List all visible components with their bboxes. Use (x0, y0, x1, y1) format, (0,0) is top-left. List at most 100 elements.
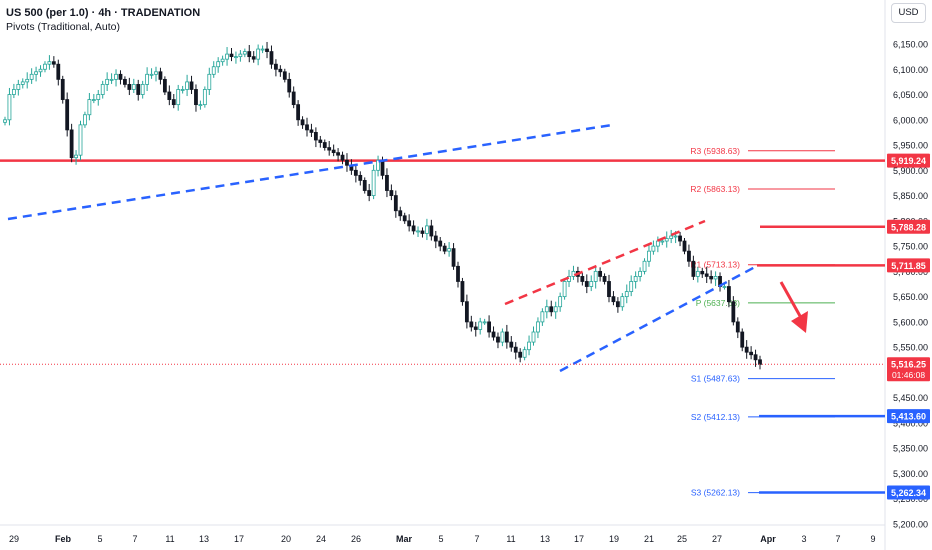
candle (149, 73, 154, 76)
candle (278, 68, 283, 73)
candle (20, 81, 25, 85)
candle (425, 225, 429, 234)
candle (433, 235, 438, 242)
candle (3, 119, 7, 123)
candle (353, 169, 358, 176)
candle (695, 270, 700, 277)
candle (234, 56, 238, 59)
candle (691, 260, 696, 277)
candle (91, 99, 96, 101)
candle (100, 84, 105, 95)
time-axis: 29 Feb 5 7 11 13 17 20 24 26 Mar 5 7 11 13 17 19 21 25 27 Ap… (9, 534, 876, 544)
candle (482, 321, 487, 324)
candle (456, 265, 460, 282)
candle (207, 73, 212, 90)
candle (522, 349, 527, 358)
candle (300, 119, 305, 126)
candle (438, 240, 443, 247)
candle (393, 195, 398, 212)
candle (242, 51, 247, 55)
countdown-label: 01:46:08 (892, 370, 925, 380)
level-price-tag (887, 409, 930, 424)
candle (758, 359, 762, 365)
candle (136, 84, 141, 95)
pivot-label: S2 (5412.13) (691, 412, 740, 422)
candle (478, 321, 483, 330)
x-tick-label: 20 (281, 534, 291, 544)
trendlines (7, 123, 756, 373)
x-tick-label: 7 (132, 534, 137, 544)
candle (389, 190, 394, 196)
candle (411, 225, 416, 232)
candle (544, 306, 549, 313)
candle (194, 89, 198, 106)
candle (145, 73, 150, 85)
candle (491, 331, 496, 338)
candle (700, 270, 705, 275)
candle (678, 235, 682, 242)
candle (620, 296, 625, 308)
down-arrow-annotation (779, 281, 808, 333)
candle (29, 73, 34, 80)
candle (500, 331, 505, 343)
candle (416, 230, 420, 233)
candle (371, 169, 376, 196)
candle (536, 321, 540, 333)
current-price-tag (887, 357, 930, 382)
candle (504, 331, 509, 343)
candle (607, 281, 611, 298)
pivot-label: P (5637.63) (696, 298, 740, 308)
level-price-label: 5,262.34 (891, 488, 926, 498)
y-tick-label: 6,000.00 (893, 115, 928, 125)
candles (3, 41, 762, 370)
candle (642, 260, 647, 272)
level-price-tag (887, 258, 930, 273)
y-tick-label: 5,950.00 (893, 141, 928, 151)
candle (38, 68, 43, 73)
candle (51, 61, 56, 65)
candle (487, 321, 491, 333)
candle (225, 53, 229, 60)
symbol-title[interactable]: US 500 (per 1.0) · 4h · TRADENATION (6, 7, 201, 19)
candle (402, 215, 407, 222)
candle (202, 89, 207, 106)
indicator-label[interactable]: Pivots (Traditional, Auto) (6, 21, 120, 33)
candle (638, 270, 642, 277)
y-tick-label: 5,900.00 (893, 166, 928, 176)
channel-upper-line (504, 219, 706, 306)
candle (429, 225, 434, 237)
candle (513, 346, 518, 353)
candle (442, 245, 447, 252)
candle (624, 291, 629, 298)
chart-header: US 500 (per 1.0) · 4h · TRADENATION Pivo… (6, 6, 200, 34)
candle (669, 235, 674, 239)
y-tick-label: 5,300.00 (893, 469, 928, 479)
candle (176, 89, 181, 106)
x-tick-label: 7 (474, 534, 479, 544)
y-tick-label: 5,400.00 (893, 418, 928, 428)
x-tick-label: 17 (574, 534, 584, 544)
level-price-tag (887, 219, 930, 234)
x-tick-label: 11 (506, 534, 515, 544)
candle (211, 66, 216, 75)
candle (580, 276, 585, 282)
current-price-label: 5,516.25 (891, 360, 926, 370)
currency-button[interactable]: USD (891, 3, 926, 23)
candle (615, 301, 620, 308)
x-tick-label: Mar (396, 534, 413, 544)
x-tick-label: 13 (540, 534, 550, 544)
x-tick-label: 11 (165, 534, 174, 544)
candle (358, 174, 363, 181)
candle (362, 180, 367, 191)
candle (47, 61, 52, 65)
candle (722, 286, 727, 288)
y-tick-label: 5,650.00 (893, 292, 928, 302)
x-tick-label: 27 (712, 534, 722, 544)
candle (549, 306, 554, 313)
x-tick-label: 17 (234, 534, 244, 544)
x-tick-label: Feb (55, 534, 72, 544)
candle (189, 81, 194, 90)
candle (633, 276, 638, 282)
